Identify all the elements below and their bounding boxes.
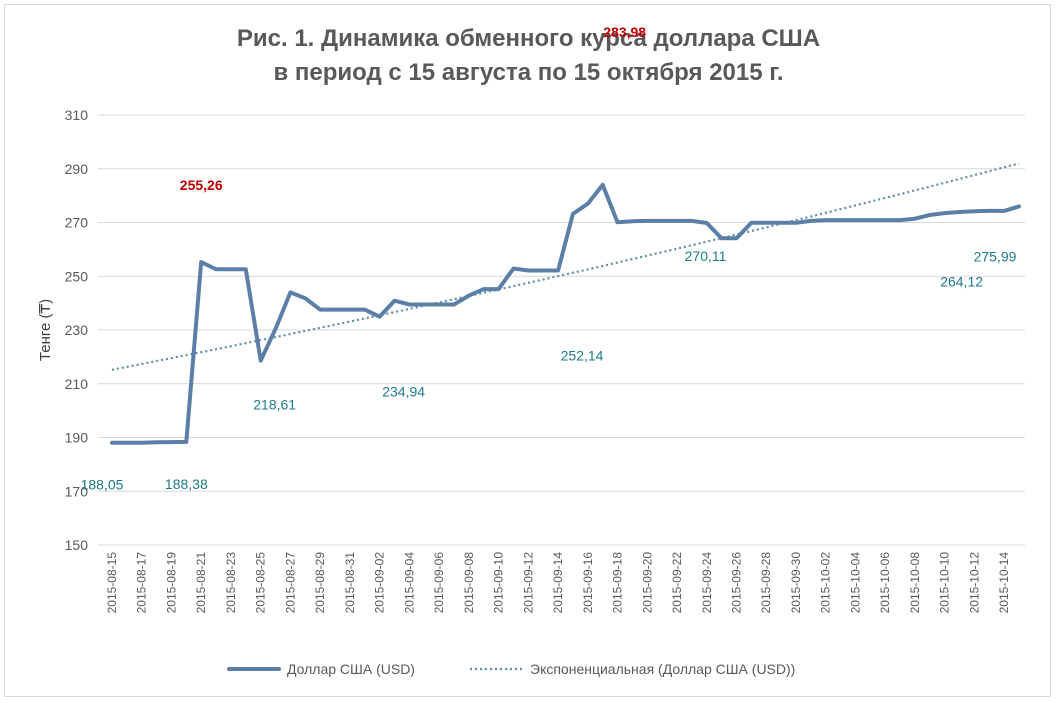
gridlines [98, 114, 1025, 546]
data-label: 218,61 [253, 397, 296, 413]
x-tick-label: 2015-08-31 [343, 552, 357, 614]
x-tick-label: 2015-09-12 [521, 552, 535, 614]
trend-polyline [111, 162, 1020, 371]
x-tick-label: 2015-10-06 [878, 552, 892, 614]
data-label: 188,05 [81, 477, 124, 493]
x-tick-label: 2015-08-17 [135, 552, 149, 614]
x-tick-label: 2015-09-22 [670, 552, 684, 614]
y-tick-label: 150 [65, 537, 89, 553]
x-tick-label: 2015-08-25 [254, 552, 268, 614]
data-label: 255,26 [180, 177, 223, 193]
data-label: 264,12 [940, 273, 983, 289]
x-tick-label: 2015-08-29 [313, 552, 327, 614]
x-tick-label: 2015-09-24 [700, 552, 714, 614]
x-tick-label: 2015-10-14 [997, 552, 1011, 614]
x-tick-label: 2015-08-21 [194, 552, 208, 614]
x-tick-label: 2015-09-06 [432, 552, 446, 614]
data-label: 252,14 [561, 347, 604, 363]
y-tick-label: 290 [65, 161, 89, 177]
usd-polyline [110, 182, 1021, 445]
x-tick-label: 2015-08-27 [283, 552, 297, 614]
chart-frame [4, 4, 1051, 697]
x-tick-label: 2015-08-15 [105, 552, 119, 614]
trend-line [111, 162, 1020, 371]
data-label: 275,99 [974, 248, 1017, 264]
y-tick-label: 210 [65, 376, 89, 392]
y-tick-labels: 150 170 190 210 230 250 270 290 310 [65, 107, 89, 553]
x-tick-label: 2015-10-04 [848, 552, 862, 614]
x-tick-label: 2015-10-02 [819, 552, 833, 614]
y-tick-label: 250 [65, 268, 89, 284]
x-tick-label: 2015-09-18 [611, 552, 625, 614]
y-axis-label: Тенге (₸) [37, 299, 54, 361]
x-tick-label: 2015-08-23 [224, 552, 238, 614]
data-label: 234,94 [382, 384, 425, 400]
legend: Доллар США (USD) Экспоненциальная (Долла… [227, 661, 795, 677]
data-label: 188,38 [165, 476, 208, 492]
x-tick-label: 2015-09-20 [640, 552, 654, 614]
data-label: 283,98 [603, 24, 646, 40]
x-tick-label: 2015-09-26 [729, 552, 743, 614]
legend-label-trend: Экспоненциальная (Доллар США (USD)) [530, 661, 795, 677]
data-annotations: 255,26 283,98 188,05 188,38 218,61 234,94 252,… [81, 24, 1017, 493]
x-tick-label: 2015-10-12 [967, 552, 981, 614]
data-label: 270,11 [685, 248, 727, 264]
x-tick-label: 2015-09-30 [789, 552, 803, 614]
x-tick-label: 2015-09-10 [492, 552, 506, 614]
x-tick-label: 2015-09-02 [373, 552, 387, 614]
y-tick-label: 230 [65, 322, 89, 338]
x-tick-labels: 2015-08-15 2015-08-17 2015-08-19 2015-08-21… [105, 552, 1011, 614]
x-tick-label: 2015-09-28 [759, 552, 773, 614]
x-tick-label: 2015-09-16 [581, 552, 595, 614]
x-tick-label: 2015-10-08 [908, 552, 922, 614]
x-tick-label: 2015-08-19 [164, 552, 178, 614]
chart-title: Рис. 1. Динамика обменного курса доллара… [0, 22, 1057, 90]
y-tick-label: 190 [65, 430, 89, 446]
y-tick-label: 270 [65, 215, 89, 231]
x-tick-label: 2015-09-14 [551, 552, 565, 614]
series-line [110, 182, 1021, 445]
x-tick-label: 2015-10-10 [938, 552, 952, 614]
x-tick-label: 2015-09-04 [402, 552, 416, 614]
y-tick-label: 310 [65, 107, 89, 123]
chart-title-line-2: в период с 15 августа по 15 октября 2015… [273, 59, 784, 86]
legend-label-usd: Доллар США (USD) [287, 661, 415, 677]
x-tick-label: 2015-09-08 [462, 552, 476, 614]
y-tick-label: 170 [65, 483, 89, 499]
chart-title-line-1: Рис. 1. Динамика обменного курса доллара… [236, 25, 821, 52]
